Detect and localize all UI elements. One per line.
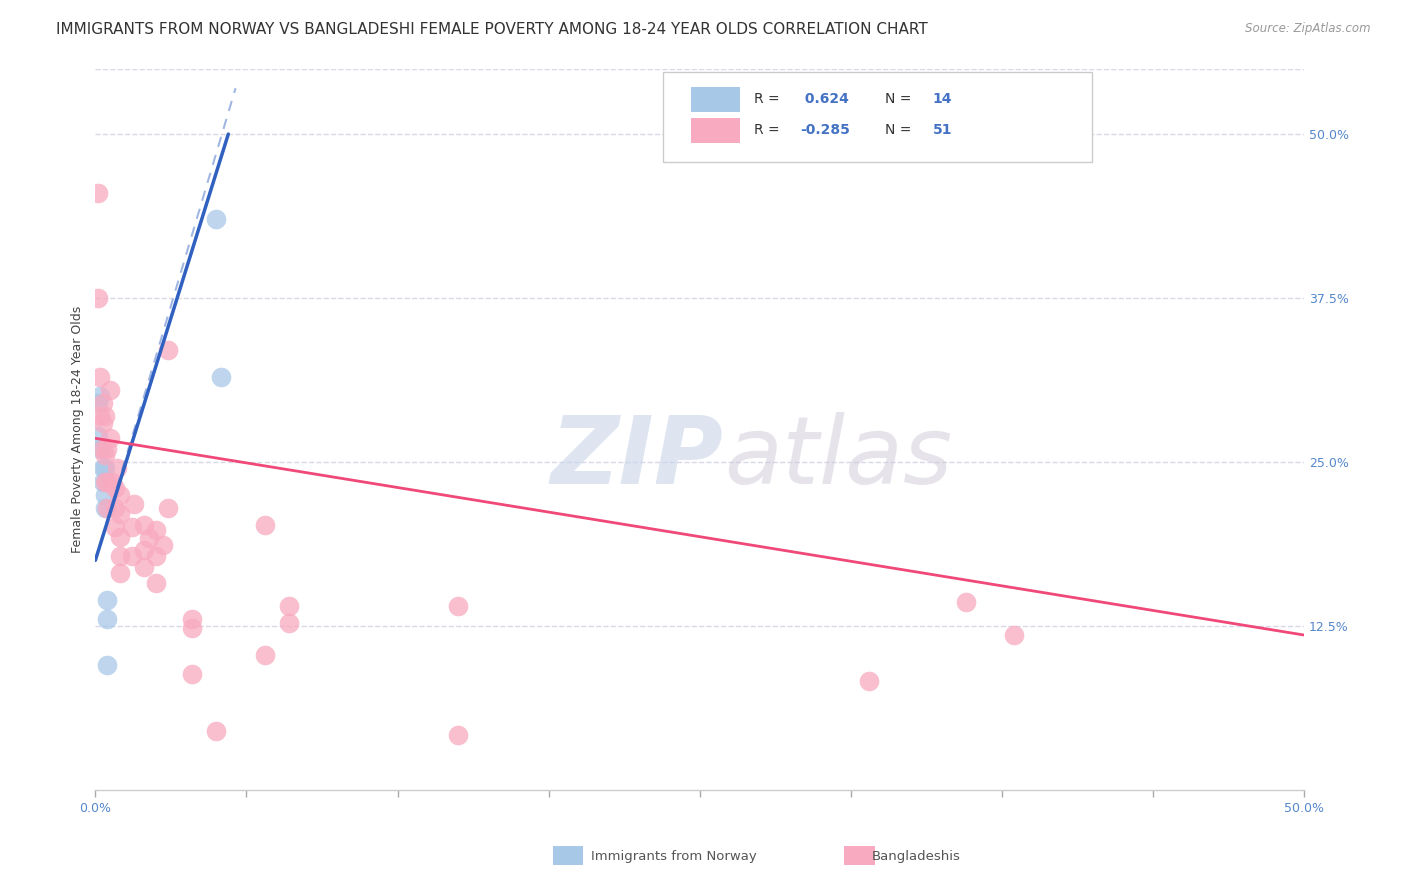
Point	[94, 409, 117, 423]
Point	[87, 428, 110, 442]
Point	[1002, 628, 1025, 642]
Point	[858, 673, 880, 688]
FancyBboxPatch shape	[664, 72, 1092, 162]
Text: Bangladeshis: Bangladeshis	[872, 850, 960, 863]
Point	[91, 442, 114, 456]
Point	[156, 343, 179, 358]
Text: 14: 14	[934, 92, 952, 106]
Point	[955, 595, 977, 609]
Point	[96, 592, 118, 607]
Point	[132, 542, 155, 557]
Point	[94, 461, 117, 475]
Point	[108, 530, 131, 544]
Point	[89, 389, 111, 403]
Point	[181, 622, 204, 636]
Text: IMMIGRANTS FROM NORWAY VS BANGLADESHI FEMALE POVERTY AMONG 18-24 YEAR OLDS CORRE: IMMIGRANTS FROM NORWAY VS BANGLADESHI FE…	[56, 22, 928, 37]
Text: N =: N =	[884, 123, 915, 137]
Point	[89, 369, 111, 384]
Bar	[844, 846, 875, 865]
Point	[277, 599, 299, 614]
Point	[209, 369, 232, 384]
Text: R =: R =	[754, 123, 785, 137]
Point	[132, 559, 155, 574]
Bar	[553, 846, 583, 865]
Text: N =: N =	[884, 92, 915, 106]
Point	[91, 396, 114, 410]
Text: R =: R =	[754, 92, 785, 106]
Point	[87, 396, 110, 410]
Bar	[692, 87, 740, 112]
Text: Immigrants from Norway: Immigrants from Norway	[591, 850, 756, 863]
Bar	[692, 118, 740, 143]
Point	[91, 416, 114, 430]
Point	[87, 291, 110, 305]
Point	[181, 667, 204, 681]
Point	[104, 481, 127, 495]
Point	[101, 475, 124, 489]
Point	[96, 500, 118, 515]
Point	[108, 566, 131, 581]
Point	[152, 537, 174, 551]
Point	[98, 383, 121, 397]
Point	[91, 461, 114, 475]
Point	[89, 409, 111, 423]
Point	[94, 448, 117, 462]
Point	[96, 442, 118, 456]
Point	[181, 612, 204, 626]
Point	[132, 517, 155, 532]
Point	[98, 431, 121, 445]
Point	[205, 723, 228, 738]
Point	[91, 475, 114, 489]
Point	[277, 616, 299, 631]
Point	[94, 475, 117, 489]
Point	[105, 461, 128, 475]
Point	[138, 531, 160, 545]
Y-axis label: Female Poverty Among 18-24 Year Olds: Female Poverty Among 18-24 Year Olds	[72, 306, 84, 553]
Point	[94, 488, 117, 502]
Point	[89, 442, 111, 456]
Point	[156, 500, 179, 515]
Point	[253, 648, 276, 662]
Point	[145, 549, 167, 564]
Point	[108, 508, 131, 522]
Point	[96, 658, 118, 673]
Point	[145, 523, 167, 537]
Point	[94, 500, 117, 515]
Text: 51: 51	[934, 123, 952, 137]
Point	[121, 549, 143, 564]
Point	[122, 497, 145, 511]
Text: atlas: atlas	[724, 412, 952, 503]
Point	[96, 612, 118, 626]
Point	[108, 488, 131, 502]
Point	[121, 520, 143, 534]
Point	[145, 575, 167, 590]
Point	[253, 517, 276, 532]
Point	[96, 475, 118, 489]
Text: ZIP: ZIP	[551, 412, 724, 504]
Point	[447, 599, 470, 614]
Point	[104, 500, 127, 515]
Text: 0.624: 0.624	[800, 92, 849, 106]
Text: Source: ZipAtlas.com: Source: ZipAtlas.com	[1246, 22, 1371, 36]
Text: -0.285: -0.285	[800, 123, 849, 137]
Point	[87, 186, 110, 200]
Point	[108, 549, 131, 564]
Point	[205, 212, 228, 227]
Point	[104, 520, 127, 534]
Point	[447, 728, 470, 742]
